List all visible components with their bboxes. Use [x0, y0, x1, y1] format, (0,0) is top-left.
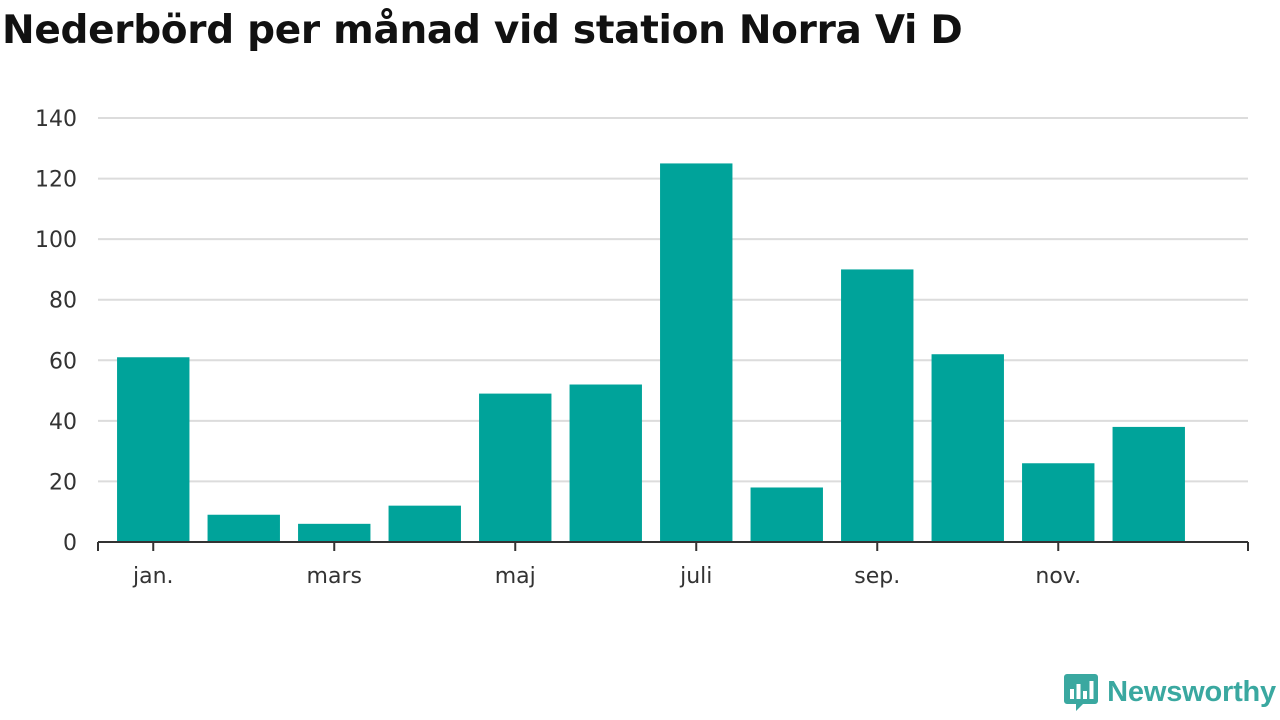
bar-mars — [298, 523, 371, 542]
y-tick-label: 100 — [35, 228, 77, 253]
y-tick-label: 140 — [35, 107, 77, 132]
x-axis-ticks: jan. mars maj juli sep. nov. — [97, 542, 1249, 589]
y-axis-ticks: 0 20 40 60 80 100 120 140 — [35, 107, 77, 556]
bar-feb. — [207, 514, 280, 542]
bar-jan. — [117, 357, 190, 542]
y-tick-label: 60 — [49, 349, 77, 374]
bar-juli — [660, 163, 733, 542]
bar-apr. — [388, 505, 461, 542]
bar-dec. — [1112, 426, 1185, 542]
bar-sep. — [841, 269, 914, 542]
brand-name: Newsworthy — [1107, 675, 1276, 708]
y-tick-label: 120 — [35, 168, 77, 193]
bar-nov. — [1022, 463, 1095, 542]
chart-title: Nederbörd per månad vid station Norra Vi… — [2, 8, 963, 53]
x-tick-label: maj — [495, 564, 536, 589]
bar-aug. — [750, 487, 823, 542]
newsworthy-brand: Newsworthy — [1063, 670, 1276, 714]
bar-okt. — [931, 354, 1004, 542]
y-tick-label: 0 — [63, 531, 77, 556]
x-tick-label: sep. — [854, 564, 900, 589]
x-tick-label: juli — [679, 564, 712, 589]
x-tick-label: jan. — [132, 564, 174, 589]
bar-juni — [569, 384, 642, 542]
bar-maj — [479, 393, 552, 542]
x-tick-label: nov. — [1035, 564, 1081, 589]
y-tick-label: 80 — [49, 289, 77, 314]
x-tick-label: mars — [307, 564, 362, 589]
newsworthy-logo-icon — [1064, 674, 1099, 711]
y-tick-label: 20 — [49, 470, 77, 495]
bars — [117, 163, 1185, 542]
y-tick-label: 40 — [49, 410, 77, 435]
